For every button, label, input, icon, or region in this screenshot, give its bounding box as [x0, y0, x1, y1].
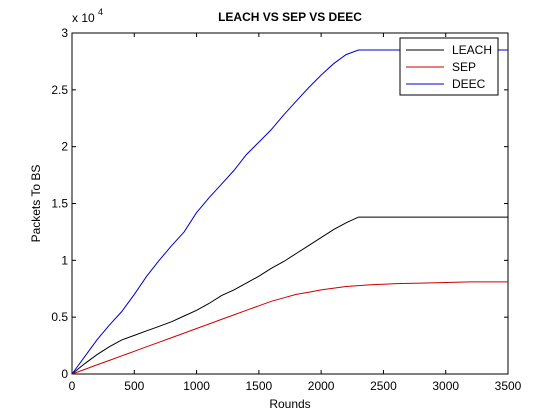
x-tick-label: 1000: [183, 379, 210, 393]
x-tick-label: 3500: [495, 379, 522, 393]
y-axis-label: Packets To BS: [29, 165, 43, 243]
y-tick-label: 2: [61, 140, 68, 154]
series-line-leach: [71, 216, 508, 375]
y-multiplier-label: x 10: [72, 11, 95, 25]
series-line-sep: [71, 281, 508, 375]
y-tick-label: 0: [61, 367, 68, 381]
legend: LEACH SEP DEEC: [399, 37, 499, 96]
y-tick-label: 3: [61, 26, 68, 40]
x-tick-label: 500: [124, 379, 144, 393]
legend-label-deec: DEEC: [452, 77, 486, 91]
axes: 0 500 1000 1500 2000 2500 3000 3500 0 0.5 1 1.5 2 2.5…: [51, 26, 521, 393]
x-tick-label: 2000: [308, 379, 335, 393]
x-axis-label: Rounds: [269, 397, 310, 411]
x-tick-label: 1500: [246, 379, 273, 393]
legend-label-leach: LEACH: [452, 43, 492, 57]
chart-title: LEACH VS SEP VS DEEC: [218, 10, 362, 24]
series-line-deec: [71, 49, 508, 375]
y-multiplier: x 10 4: [72, 7, 103, 25]
series-lines: [71, 49, 508, 375]
y-tick-label: 0.5: [51, 310, 68, 324]
legend-label-sep: SEP: [452, 60, 476, 74]
x-tick-label: 2500: [370, 379, 397, 393]
x-tick-label: 0: [69, 379, 76, 393]
y-multiplier-exponent: 4: [98, 7, 103, 17]
x-tick-label: 3000: [432, 379, 459, 393]
y-tick-label: 1: [61, 253, 68, 267]
y-tick-label: 2.5: [51, 83, 68, 97]
y-tick-label: 1.5: [51, 197, 68, 211]
